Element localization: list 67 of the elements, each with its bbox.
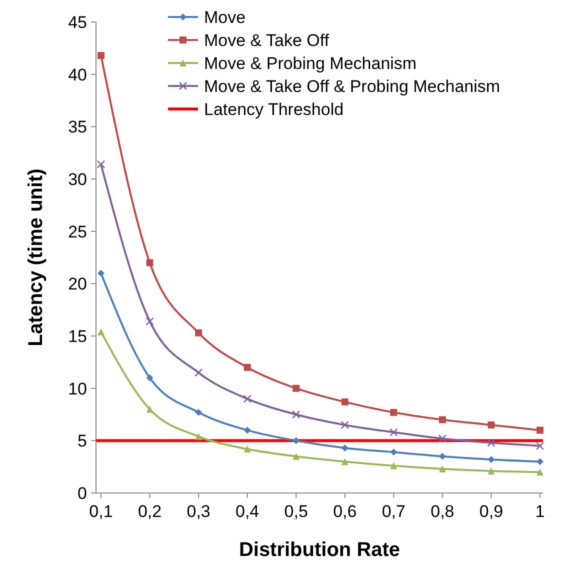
point <box>244 426 251 434</box>
point <box>195 432 202 440</box>
legend-label: Move <box>204 8 246 27</box>
point <box>98 328 104 336</box>
x-tick-label: 0,4 <box>236 502 260 521</box>
point <box>536 442 544 450</box>
point <box>243 394 252 403</box>
point <box>390 448 398 456</box>
point <box>292 452 300 460</box>
point <box>488 456 495 464</box>
legend-label: Move & Probing Mechanism <box>204 54 417 73</box>
point <box>146 374 154 382</box>
point <box>536 426 544 434</box>
y-tick-label: 0 <box>78 484 87 503</box>
point <box>390 462 398 470</box>
y-tick-label: 30 <box>68 170 87 189</box>
point <box>390 408 398 416</box>
point <box>341 398 348 406</box>
y-tick-label: 45 <box>68 12 87 32</box>
point <box>390 428 398 436</box>
point <box>292 384 300 392</box>
x-tick-label: 1 <box>535 502 545 521</box>
point <box>195 408 202 416</box>
point <box>438 452 446 460</box>
x-tick-label: 0,6 <box>333 502 357 521</box>
y-tick-label: 25 <box>68 222 87 242</box>
point <box>194 368 203 377</box>
point <box>487 438 496 447</box>
point <box>536 468 544 476</box>
point <box>244 446 251 453</box>
point <box>438 465 446 472</box>
point <box>146 259 154 266</box>
legend-label: Move & Take Off & Probing Mechanism <box>204 76 500 96</box>
y-tick-label: 35 <box>68 118 87 137</box>
x-tick-label: 0,3 <box>186 502 210 521</box>
point <box>438 434 447 443</box>
point <box>98 52 104 59</box>
point <box>488 421 495 428</box>
legend-label: Move & Take Off <box>204 30 330 50</box>
x-tick-label: 0,8 <box>430 502 454 521</box>
point <box>292 437 300 444</box>
point <box>292 410 300 419</box>
point <box>341 444 348 452</box>
point <box>146 406 154 413</box>
x-tick-label: 0,2 <box>138 502 162 521</box>
point <box>438 416 446 424</box>
y-tick-label: 10 <box>68 379 87 398</box>
point <box>488 468 495 475</box>
y-tick-label: 5 <box>78 432 87 451</box>
x-axis-title: Distribution Rate <box>238 539 400 561</box>
x-tick-label: 0,7 <box>382 502 406 521</box>
point <box>98 270 104 277</box>
x-tick-label: 0,5 <box>284 502 308 521</box>
point <box>536 458 544 466</box>
point <box>244 364 251 371</box>
point <box>96 160 106 168</box>
y-tick-label: 15 <box>68 326 87 346</box>
point <box>340 420 350 430</box>
point <box>341 458 348 466</box>
point <box>195 329 202 336</box>
x-tick-label: 0,9 <box>479 502 504 521</box>
y-tick-label: 20 <box>68 274 87 294</box>
y-tick-label: 40 <box>68 65 87 84</box>
y-axis-title: Latency (time unit) <box>25 168 47 346</box>
legend-label: Latency Threshold <box>204 100 344 119</box>
point <box>146 317 154 326</box>
x-tick-label: 0,1 <box>89 502 113 521</box>
